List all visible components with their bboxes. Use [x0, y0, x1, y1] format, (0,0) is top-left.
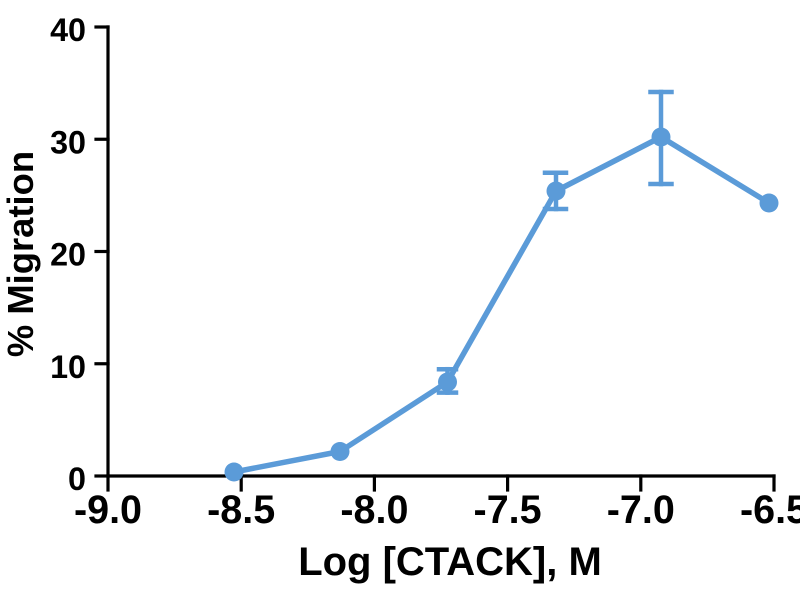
- svg-text:30: 30: [50, 124, 86, 160]
- svg-text:Log [CTACK], M: Log [CTACK], M: [298, 540, 602, 584]
- svg-text:-7.5: -7.5: [474, 488, 542, 532]
- svg-text:-8.5: -8.5: [207, 488, 275, 532]
- svg-text:-9.0: -9.0: [74, 488, 142, 532]
- svg-text:-6.5: -6.5: [740, 488, 800, 532]
- svg-text:40: 40: [50, 12, 86, 48]
- svg-text:10: 10: [50, 349, 86, 385]
- svg-text:-8.0: -8.0: [340, 488, 408, 532]
- svg-text:-7.0: -7.0: [607, 488, 675, 532]
- svg-text:20: 20: [50, 237, 86, 273]
- svg-text:% Migration: % Migration: [0, 151, 41, 357]
